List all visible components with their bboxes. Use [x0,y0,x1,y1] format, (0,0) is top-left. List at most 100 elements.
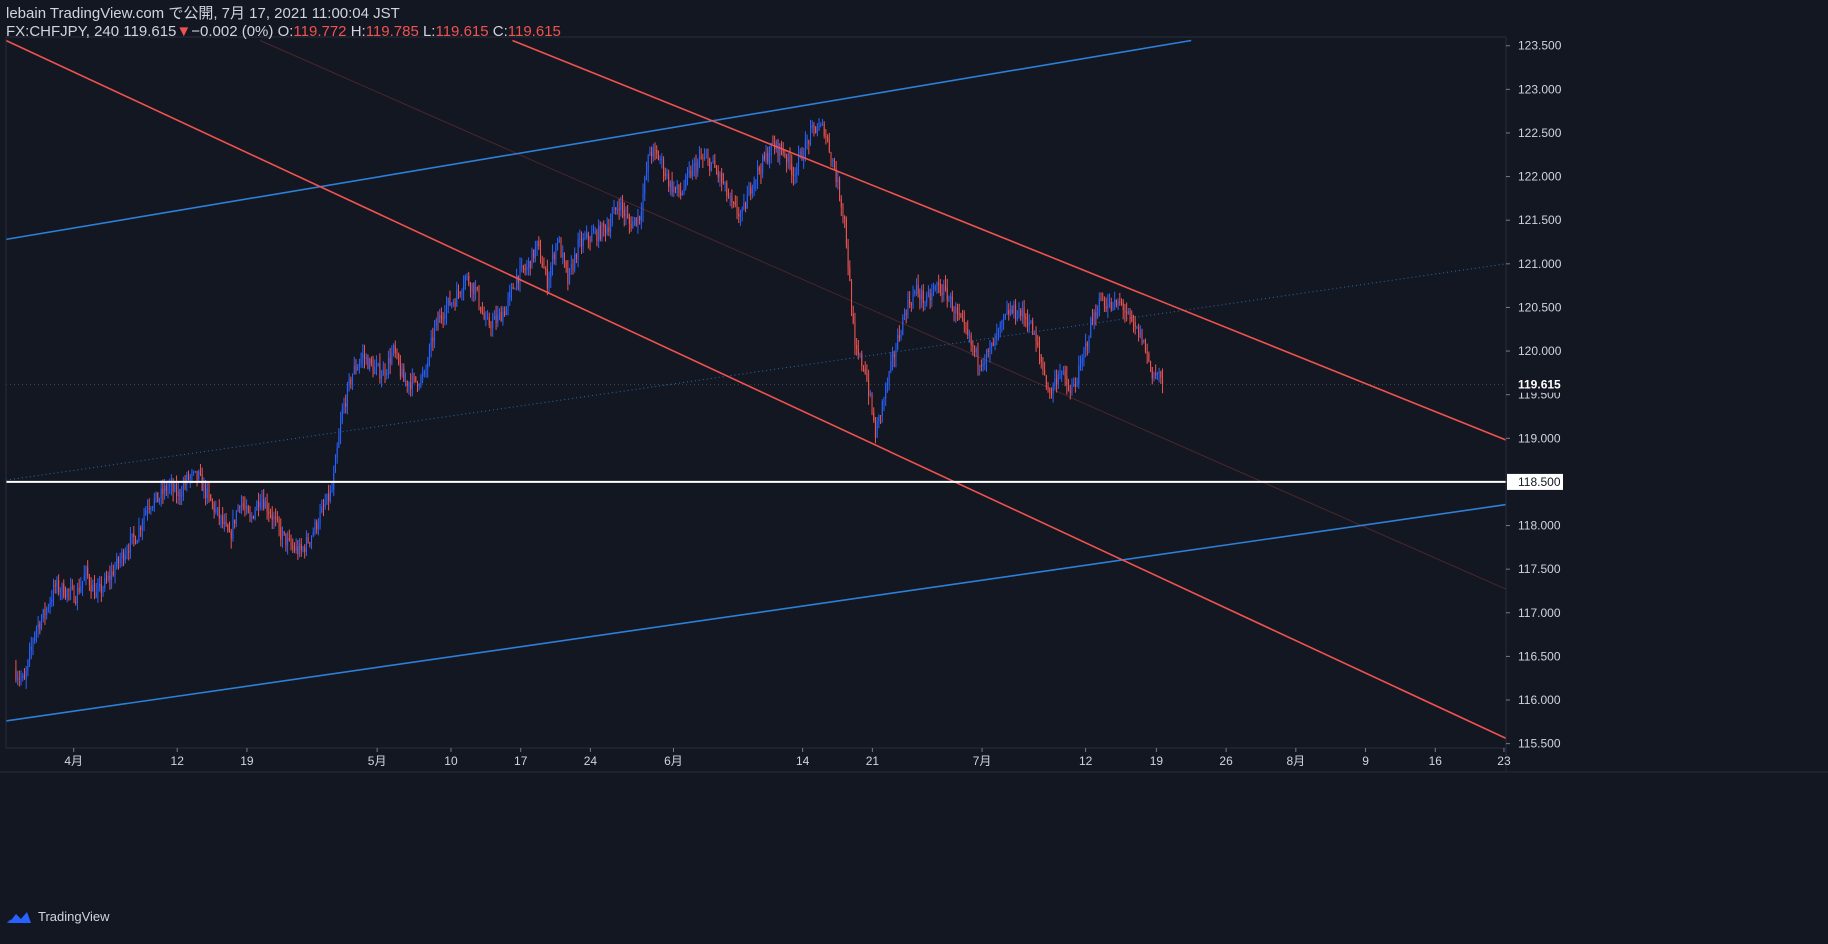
candle [1020,308,1022,321]
candle [965,322,967,335]
candle-body [1100,297,1102,300]
candle [1088,335,1090,354]
candle-body [1069,391,1071,393]
candle [912,285,914,309]
tradingview-brand[interactable]: TradingView [6,909,110,924]
candle-body [152,506,154,509]
candle-body [18,678,20,680]
candle-body [727,195,730,198]
candle [34,631,36,645]
candle-body [611,213,613,223]
candle [131,533,133,545]
candle-body [102,588,104,593]
candle [907,291,909,319]
candle [1054,369,1056,390]
candle [401,363,403,378]
candle [1042,357,1044,376]
candle [623,202,625,227]
candle [521,257,523,273]
candle-body [252,516,254,519]
candle [808,139,810,155]
candle-body [229,531,231,533]
candle [254,506,256,521]
candle-body [628,217,630,224]
candle-body [892,353,894,362]
candle [1109,293,1111,308]
candle-body [531,249,533,269]
candle-body [439,315,441,323]
candle [586,225,588,240]
candle [880,415,882,425]
candle [381,370,383,388]
price-tick-label: 123.500 [1518,39,1562,53]
candle-body [234,519,236,524]
candle-body [710,162,712,171]
candle-body [796,166,798,175]
candle [649,146,651,157]
candle [816,123,818,137]
candle [196,470,198,487]
price-tick-label: 120.500 [1518,300,1562,314]
candle [507,292,509,316]
candle-body [765,152,767,160]
symbol-label[interactable]: FX:CHFJPY, 240 [6,23,120,40]
candle [722,172,724,185]
candle-body [239,506,241,508]
candle [654,142,656,161]
candle-body [681,192,683,195]
candle [898,325,900,342]
candle [394,340,396,358]
candle-body [1054,378,1056,386]
candle [1003,313,1005,330]
candle-body [921,290,923,300]
candle-body [1066,376,1068,386]
candle [1148,351,1150,363]
candle-body [1004,314,1006,319]
candle-body [490,325,492,329]
candle-body [196,470,198,480]
candle [599,221,601,242]
candle [128,543,130,561]
candle [633,216,636,227]
candle [770,142,772,164]
candle [37,615,39,638]
candle [637,208,639,234]
candle [358,358,360,374]
candle [478,285,480,311]
candle-body [1035,332,1037,343]
change-arrow-icon: ▼ [176,23,192,40]
candle [1021,301,1023,324]
candle-body [613,207,615,214]
candle [328,484,330,511]
candle-body [309,542,311,544]
candle [42,608,44,623]
candle-body [1076,383,1078,385]
candle [464,274,466,290]
candle-body [97,587,99,593]
candle-body [575,254,577,259]
candle [700,148,702,160]
candle-body [1105,306,1107,309]
candle [423,369,425,378]
candle-body [281,531,283,540]
candle-body [468,275,470,285]
candle-body [95,592,97,598]
candle-body [854,322,856,346]
candle [743,193,745,211]
candle-body [987,350,989,353]
candle [1153,371,1155,382]
candle-body [266,501,268,512]
candle [721,167,723,192]
candle [960,312,962,319]
candle [1037,335,1039,348]
candle-body [271,515,273,520]
candle [557,237,559,251]
candle [39,620,41,635]
candle [751,184,753,199]
candle-body [992,342,994,347]
candle-body [355,365,357,371]
candle-body [1141,330,1143,344]
candle [980,359,982,372]
